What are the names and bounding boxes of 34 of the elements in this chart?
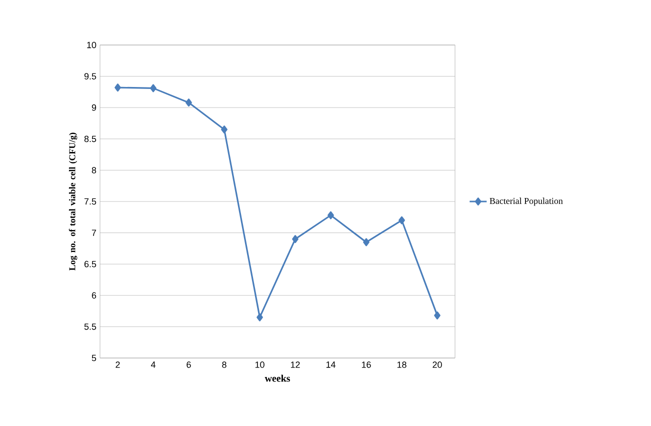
point: [114, 84, 121, 92]
y-tick-label: 9: [92, 104, 96, 111]
x-tick-label: 16: [362, 362, 371, 368]
x-tick-label: 2: [116, 362, 120, 368]
y-tick-label: 10: [87, 42, 96, 48]
y-tick-label: 7: [92, 230, 96, 236]
x-tick-label: 14: [326, 362, 336, 368]
point: [328, 211, 334, 220]
point: [221, 126, 228, 134]
y-tick-label: 6: [92, 292, 96, 299]
point: [292, 235, 298, 244]
y-tick-label: 8: [92, 167, 96, 174]
x-tick-label: 4: [150, 362, 156, 368]
point: [398, 216, 405, 224]
y-tick-label: 9.5: [84, 73, 96, 80]
x-tick-label: 18: [397, 362, 406, 368]
y-tick-label: 5.5: [84, 324, 96, 330]
y-tick-label: 5: [92, 354, 96, 362]
x-tick-label: 12: [290, 362, 300, 368]
point: [256, 313, 263, 322]
y-tick-label: 7.5: [84, 198, 96, 205]
x-tick-label: 6: [186, 362, 191, 368]
x-tick-label: 10: [255, 362, 264, 368]
point: [186, 98, 192, 107]
point: [363, 238, 370, 246]
x-axis-title: weeks: [264, 374, 290, 382]
y-tick-label: 8.5: [84, 136, 96, 142]
y-axis-title: Log no. of total viable cell (CFU/g): [68, 132, 78, 270]
x-tick-label: 8: [222, 362, 226, 368]
legend-label: Bacterial Population: [490, 198, 563, 206]
point: [150, 84, 156, 92]
point: [434, 311, 440, 320]
y-tick-label: 6.5: [84, 260, 96, 268]
x-tick-label: 20: [432, 362, 442, 368]
